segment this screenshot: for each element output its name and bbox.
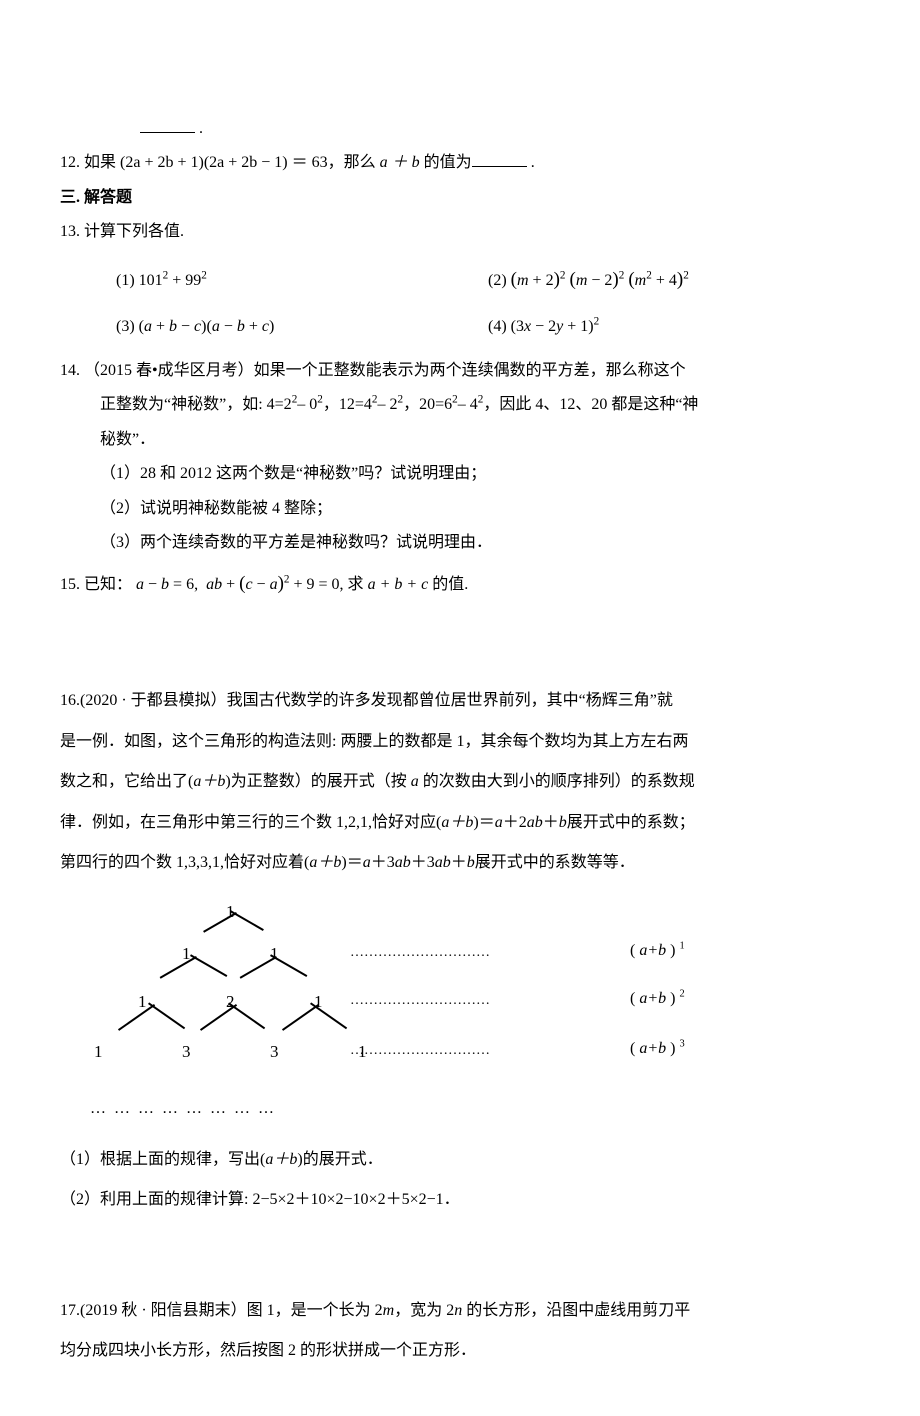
- question-14-line2: 正整数为“神秘数”，如: 4=22– 02，12=42– 22，20=62– 4…: [60, 390, 860, 420]
- q16-line5: 第四行的四个数 1,3,3,1,恰好对应着(a＋b)＝a＋3ab＋3ab＋b展开…: [60, 848, 860, 878]
- q14-part1: （1）28 和 2012 这两个数是“神秘数”吗？试说明理由；: [60, 459, 860, 489]
- q12-mid: ，那么: [328, 154, 380, 171]
- question-13-stem: 13. 计算下列各值.: [60, 217, 860, 247]
- question-14-line1: 14. （2015 春•成华区月考）如果一个正整数能表示为两个连续偶数的平方差，…: [60, 356, 860, 386]
- pascal-triangle-figure: 111………………………… ( a+b ) 1121………………………… ( a…: [90, 896, 860, 1086]
- pascal-number: 2: [226, 986, 235, 1018]
- question-14-line3: 秘数”．: [60, 425, 860, 455]
- q13-part3: (3) (a + b − c)(a − b + c): [116, 312, 488, 342]
- pascal-dots: …………………………: [350, 1038, 490, 1065]
- q13-row1: (1) 1012 + 992 (2) (m + 2)2 (m − 2)2 (m2…: [60, 262, 860, 298]
- q16-line2: 是一例．如图，这个三角形的构造法则: 两腰上的数都是 1，其余每个数均为其上方左…: [60, 727, 860, 757]
- q16-line3: 数之和，它给出了(a＋b)为正整数）的展开式（按 a 的次数由大到小的顺序排列）…: [60, 767, 860, 797]
- pascal-number: 3: [270, 1036, 279, 1068]
- q16-line1: 16.(2020 · 于都县模拟）我国古代数学的许多发现都曾位居世界前列，其中“…: [60, 686, 860, 716]
- q17-line1: 17.(2019 秋 · 阳信县期末）图 1，是一个长为 2m，宽为 2n 的长…: [60, 1296, 860, 1326]
- pascal-connector: [160, 956, 197, 978]
- q15-expr: a − b = 6, ab + (c − a)2 + 9 = 0,: [136, 576, 348, 593]
- pascal-label: ( a+b ) 2: [630, 984, 685, 1014]
- question-15: 15. 已知： a − b = 6, ab + (c − a)2 + 9 = 0…: [60, 566, 860, 602]
- q12-var: a ＋ b: [380, 154, 420, 171]
- blank-fill: [140, 116, 195, 133]
- pascal-label: ( a+b ) 3: [630, 1034, 685, 1064]
- section-3-heading: 三. 解答题: [60, 183, 860, 213]
- pascal-number: 1: [182, 938, 191, 970]
- q17-line2: 均分成四块小长方形，然后按图 2 的形状拼成一个正方形．: [60, 1336, 860, 1366]
- pascal-number: 3: [182, 1036, 191, 1068]
- pascal-dots: …………………………: [350, 988, 490, 1015]
- pascal-label: ( a+b ) 1: [630, 936, 685, 966]
- q12-expr: (2a + 2b + 1)(2a + 2b − 1) ＝: [120, 154, 312, 171]
- q13-part4: (4) (3x − 2y + 1)2: [488, 312, 860, 342]
- pascal-connector: [148, 1003, 185, 1029]
- q12-val: 63: [312, 154, 328, 171]
- pascal-dots: …………………………: [350, 940, 490, 967]
- q13-row2: (3) (a + b − c)(a − b + c) (4) (3x − 2y …: [60, 312, 860, 342]
- q13-part1: (1) 1012 + 992: [116, 266, 488, 296]
- q13-part2: (2) (m + 2)2 (m − 2)2 (m2 + 4)2: [488, 262, 860, 298]
- q14-part2: （2）试说明神秘数能被 4 整除；: [60, 494, 860, 524]
- q14-part3: （3）两个连续奇数的平方差是神秘数吗？试说明理由．: [60, 528, 860, 558]
- pascal-connector: [190, 955, 227, 977]
- q16-line4: 律．例如，在三角形中第三行的三个数 1,2,1,恰好对应(a＋b)＝a＋2ab＋…: [60, 808, 860, 838]
- q16-part1: （1）根据上面的规律，写出(a＋b)的展开式．: [60, 1145, 860, 1175]
- q16-part2: （2）利用上面的规律计算: 2−5×2＋10×2−10×2＋5×2−1．: [60, 1185, 860, 1215]
- q12-suffix: 的值为: [420, 154, 472, 171]
- pascal-number: 1: [94, 1036, 103, 1068]
- ellipsis-row: … … … … … … … …: [90, 1094, 860, 1124]
- frag-text: .: [195, 120, 203, 137]
- question-12: 12. 如果 (2a + 2b + 1)(2a + 2b − 1) ＝ 63，那…: [60, 148, 860, 178]
- q12-end: .: [527, 154, 535, 171]
- blank-fill: [472, 150, 527, 167]
- pascal-connector: [118, 1004, 155, 1030]
- pascal-number: 1: [314, 986, 323, 1018]
- q12-prefix: 12. 如果: [60, 154, 116, 171]
